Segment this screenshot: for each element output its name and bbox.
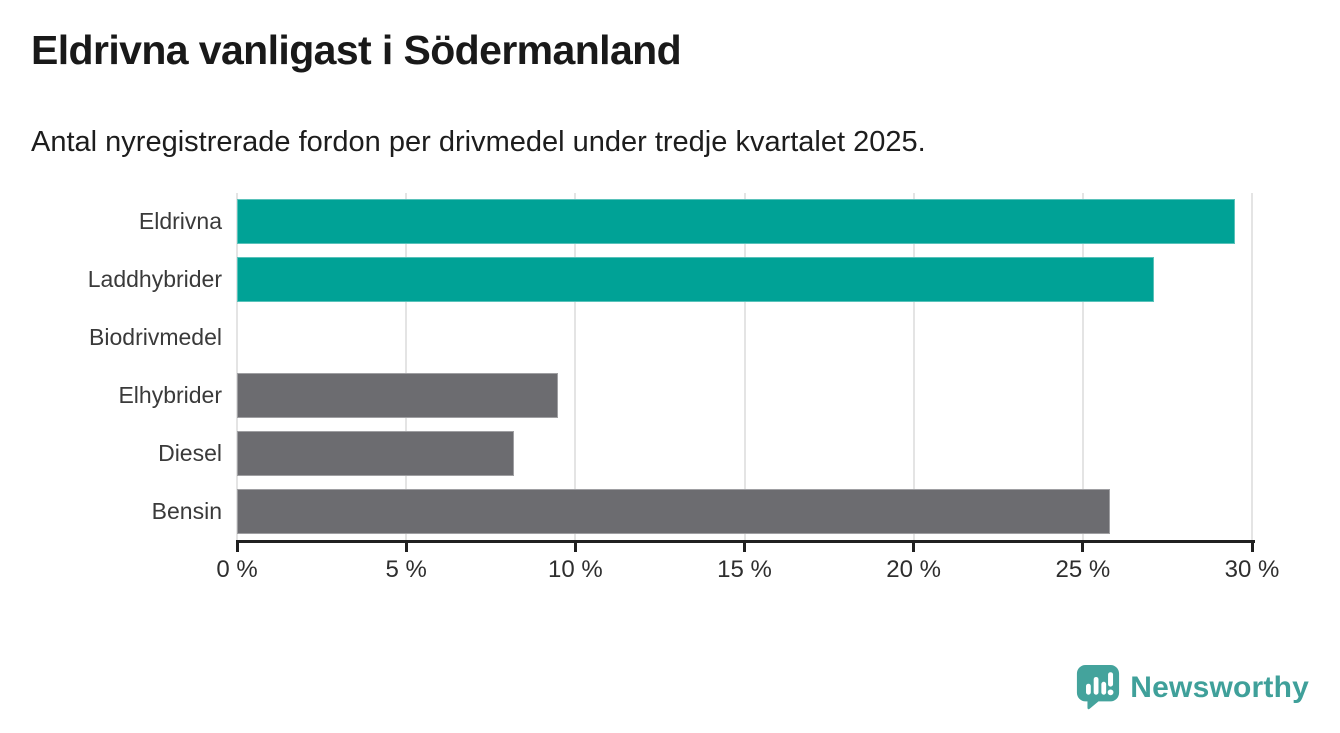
x-axis-tick-30 [1250,543,1254,552]
chart-subtitle: Antal nyregistrerade fordon per drivmede… [31,126,926,158]
gridline-5 [405,193,408,540]
gridline-0 [236,193,238,540]
bar-laddhybrider [237,257,1154,303]
category-label-eldrivna: Eldrivna [138,208,222,235]
x-axis-tick-20 [912,543,916,552]
x-axis-tick-label-20: 20 % [886,556,941,583]
category-label-elhybrider: Elhybrider [118,381,222,408]
x-axis-tick-label-30: 30 % [1224,556,1280,583]
x-axis-tick-label-5: 5 % [385,556,427,583]
x-axis-tick-25 [1081,543,1085,552]
gridline-30 [1251,193,1253,540]
x-axis-tick-label-0: 0 % [216,556,258,583]
x-axis-line [236,540,1255,543]
x-axis-tick-label-15: 15 % [717,556,772,583]
x-axis-tick-label-10: 10 % [547,556,603,583]
x-axis-tick-10 [573,543,577,552]
bar-chart-plot-area: 0 % 5 % 10 % 15 % 20 % 25 % 30 % Eldrivna Laddhy… [88,193,1279,583]
gridline-20 [912,193,915,540]
category-label-biodrivmedel: Biodrivmedel [89,324,222,351]
newsworthy-logo: Newsworthy [1075,663,1309,713]
bar-diesel [237,430,515,476]
gridline-15 [743,193,746,540]
chart-title: Eldrivna vanligast i Södermanland [31,27,682,73]
x-axis-tick-0 [235,543,239,552]
gridline-10 [574,193,577,540]
x-axis-tick-5 [404,543,408,552]
newsworthy-pin-barchart-icon [1077,665,1120,710]
x-axis-tick-15 [743,543,746,552]
gridline-25 [1081,193,1084,540]
bar-bensin [237,488,1110,534]
category-label-diesel: Diesel [158,439,222,466]
category-label-laddhybrider: Laddhybrider [87,266,222,293]
bar-eldrivna [237,199,1236,245]
newsworthy-logo-text: Newsworthy [1130,671,1309,704]
bar-elhybrider [237,372,559,418]
x-axis-tick-label-25: 25 % [1055,556,1111,583]
category-label-bensin: Bensin [151,497,222,524]
